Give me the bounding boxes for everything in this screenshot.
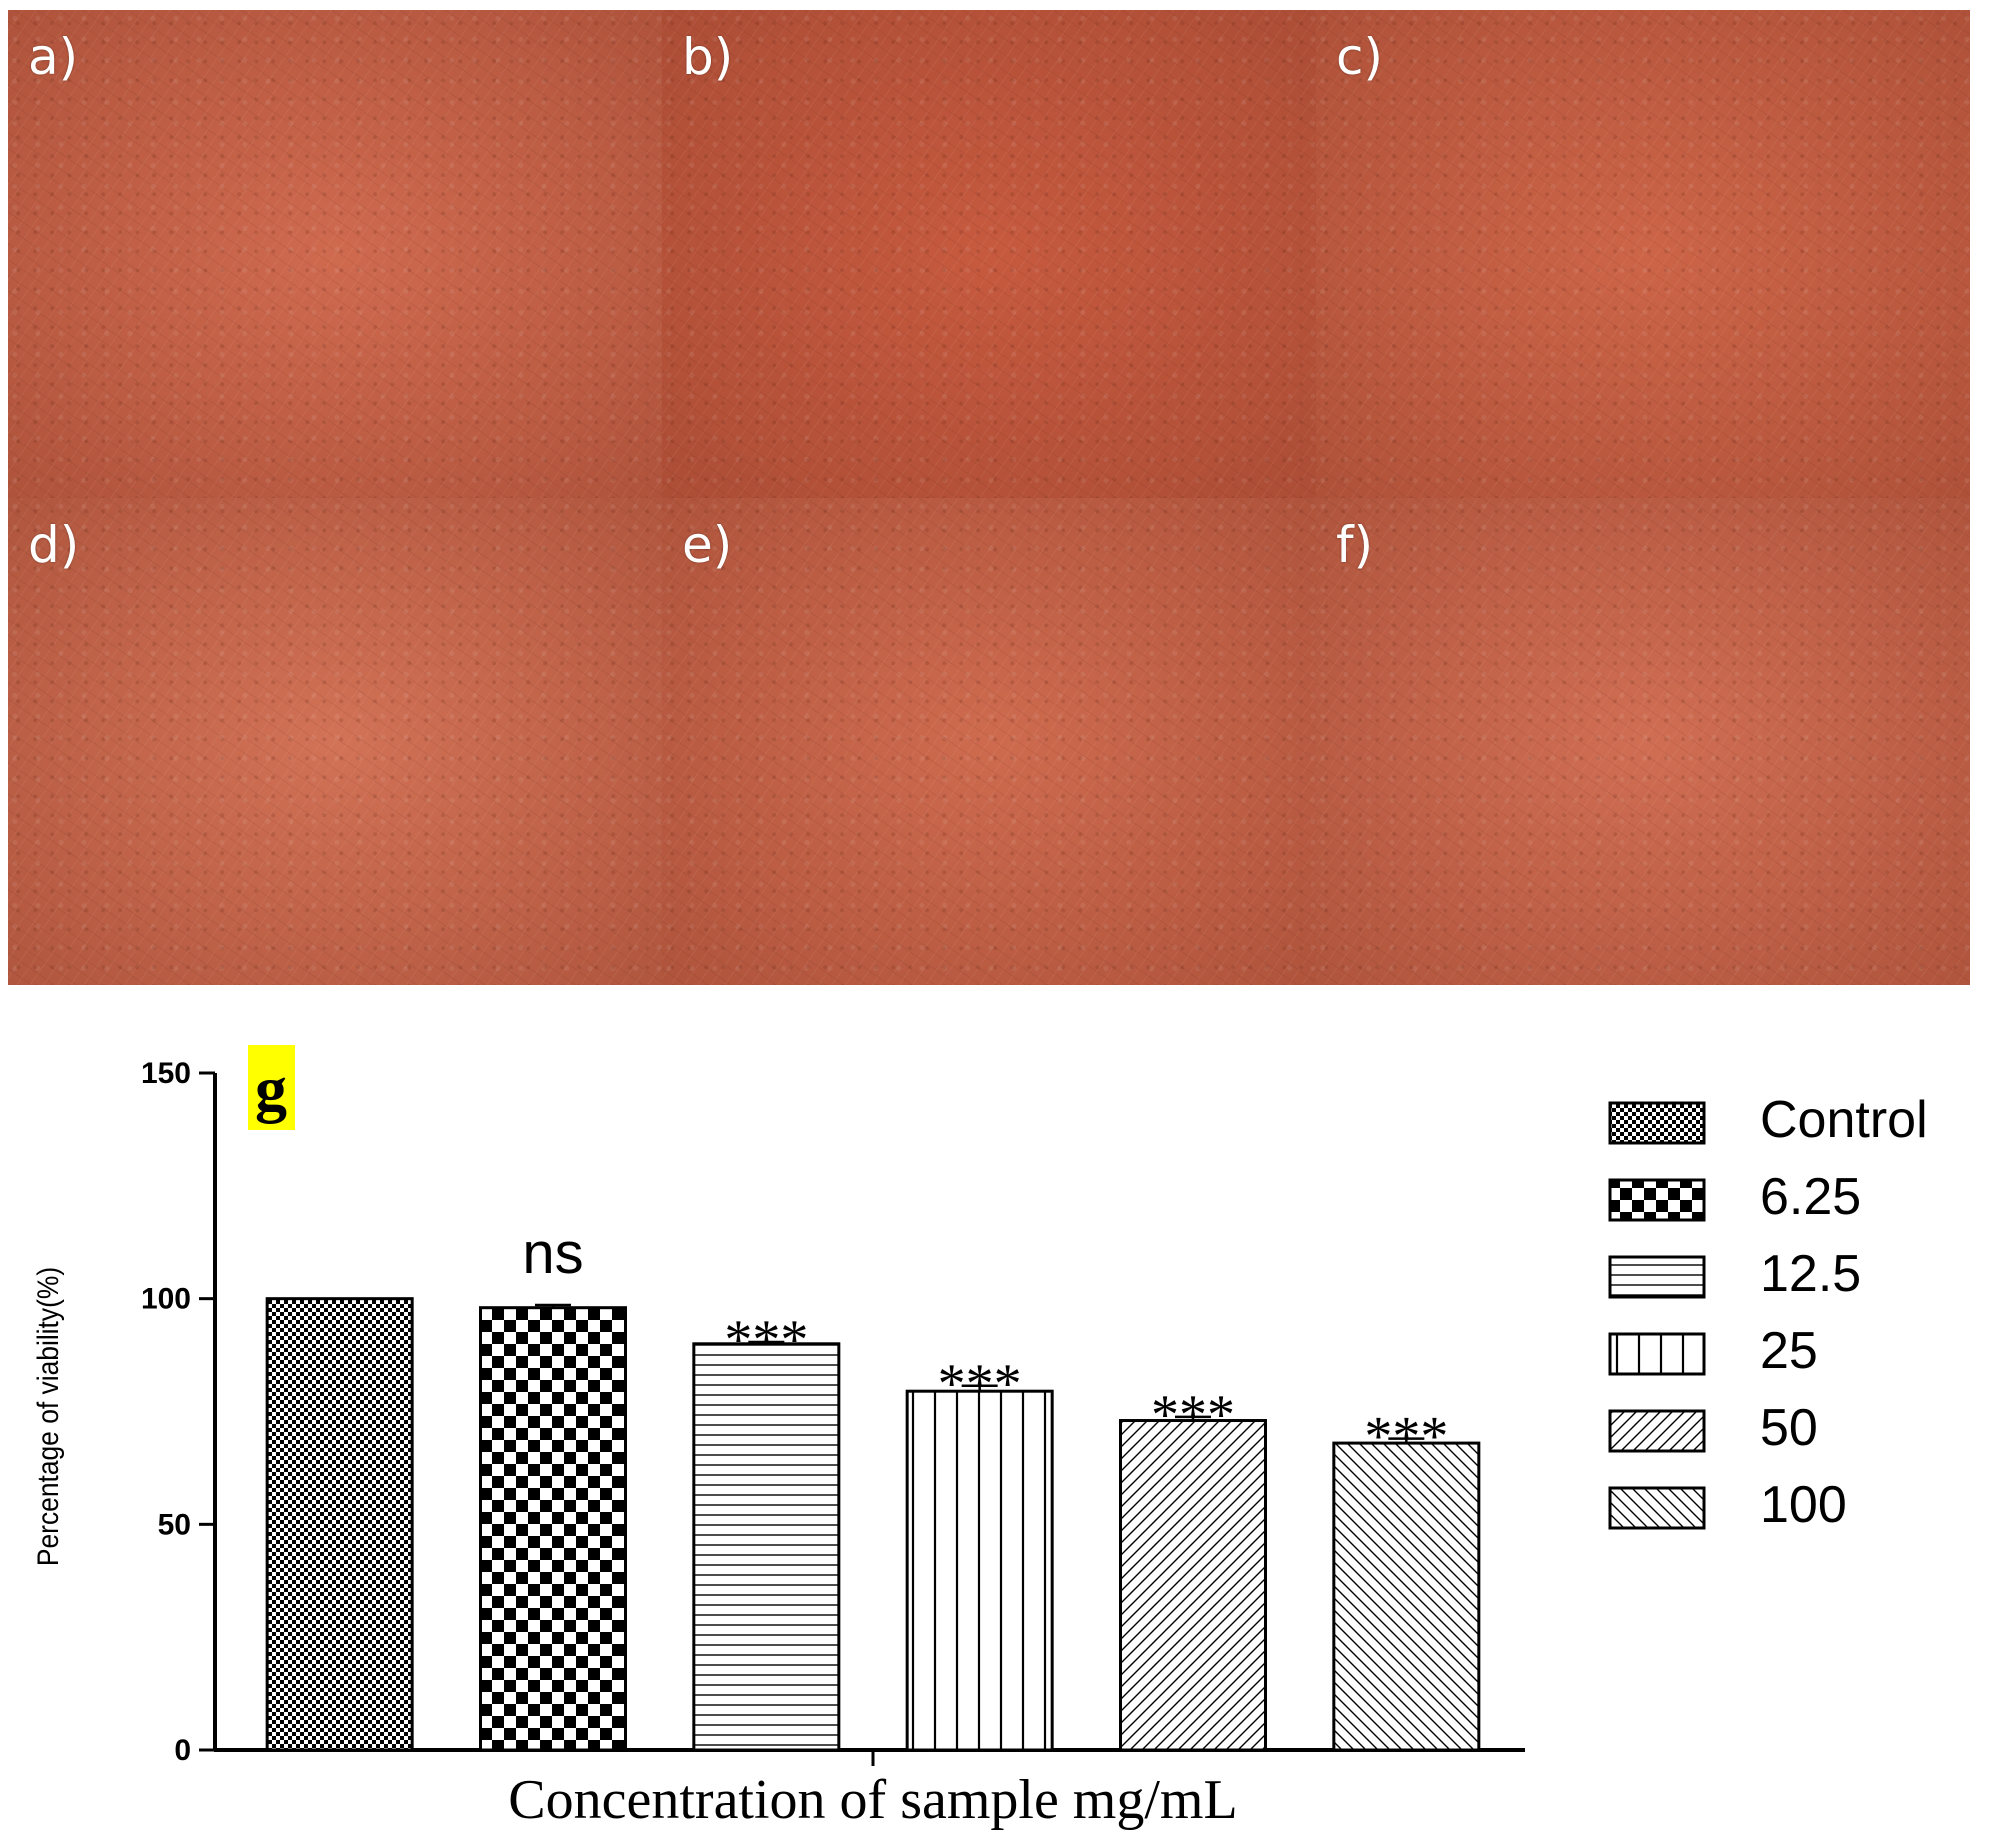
cell-texture [1316,10,1970,498]
panel-label: e) [682,515,733,574]
bar-Control [265,1297,414,1752]
significance-label: *** [938,1353,1022,1415]
panel-label: f) [1336,515,1374,574]
micrograph-grid: a) b) c) d) e) f) [8,10,1970,985]
cell-texture [662,10,1316,498]
y-tick-label: 50 [158,1508,191,1541]
bar-25 [905,1389,1054,1752]
legend-swatch [1608,1101,1706,1145]
panel-label: a) [28,28,79,86]
panel-label: d) [28,515,80,574]
micrograph-panel-e: e) [662,497,1316,985]
y-tick-label: 100 [141,1283,191,1316]
g-highlight [248,1045,295,1130]
y-tick-label: 0 [174,1734,191,1767]
legend-label: Control [1760,1091,1928,1149]
legend-swatch [1608,1178,1706,1222]
cell-texture [8,497,662,985]
panel-label: c) [1336,28,1383,86]
significance-label: ns [522,1221,583,1286]
panel-letter-g: g [255,1053,287,1124]
bar-6.25 [479,1306,627,1752]
legend-label: 6.25 [1760,1168,1861,1226]
micrograph-panel-c: c) [1316,10,1970,498]
micrograph-panel-b: b) [662,10,1316,498]
legend-label: 100 [1760,1476,1847,1534]
legend-label: 25 [1760,1322,1818,1380]
legend-swatch [1608,1409,1706,1453]
cell-texture [8,10,662,498]
significance-label: *** [1151,1384,1235,1446]
y-tick-label: 150 [141,1057,191,1090]
micrograph-panel-d: d) [8,497,662,985]
significance-label: *** [1364,1406,1448,1468]
y-axis-label: Percentage of viability(%) [30,1267,64,1566]
legend-swatch [1608,1486,1706,1530]
bar-100 [1332,1441,1481,1752]
significance-label: *** [724,1309,808,1371]
cell-texture [662,497,1316,985]
cell-texture [1316,497,1970,985]
legend-label: 50 [1760,1399,1818,1457]
micrograph-panel-f: f) [1316,497,1970,985]
legend-label: 12.5 [1760,1245,1861,1303]
legend-swatch [1608,1332,1706,1376]
bar-50 [1119,1419,1267,1752]
bar-12.5 [692,1342,841,1752]
legend-swatch [1608,1255,1706,1299]
micrograph-panel-a: a) [8,10,662,498]
panel-label: b) [682,28,734,86]
x-axis-label: Concentration of sample mg/mL [508,1769,1237,1831]
